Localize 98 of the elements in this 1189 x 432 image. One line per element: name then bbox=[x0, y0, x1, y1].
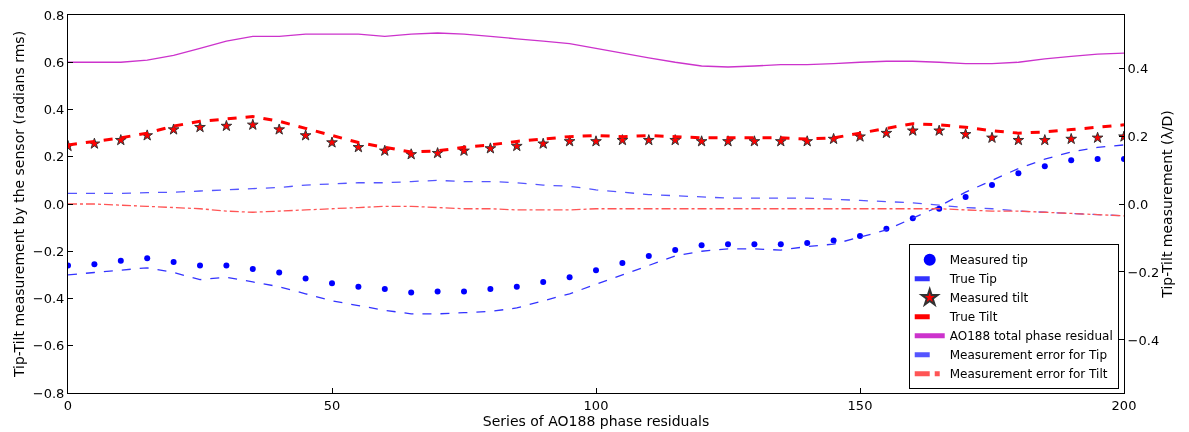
point bbox=[669, 134, 682, 146]
point bbox=[167, 123, 180, 135]
point bbox=[461, 288, 467, 295]
legend-label: True Tilt bbox=[948, 310, 998, 325]
point bbox=[959, 128, 972, 140]
y2-axis-title: Tip-Tilt measurement (λ/D) bbox=[1159, 110, 1176, 299]
point bbox=[91, 261, 98, 268]
y2-tick-label: 0.4 bbox=[1127, 60, 1149, 76]
y-tick-label: 0.6 bbox=[43, 54, 65, 70]
point bbox=[751, 241, 758, 248]
point bbox=[748, 135, 761, 147]
point bbox=[276, 269, 283, 276]
y-tick-label: 0.2 bbox=[43, 149, 65, 165]
point bbox=[537, 137, 550, 149]
point bbox=[220, 119, 233, 132]
y-tick-label: 0.0 bbox=[43, 196, 65, 212]
point bbox=[1094, 156, 1101, 163]
point bbox=[880, 127, 893, 139]
x-tick-label: 50 bbox=[323, 397, 341, 413]
point bbox=[249, 265, 256, 272]
point bbox=[431, 147, 444, 159]
point bbox=[326, 136, 338, 148]
point bbox=[593, 267, 599, 274]
y2-tick-label: −0.4 bbox=[1127, 332, 1160, 348]
y-tick-label: −0.2 bbox=[32, 243, 65, 259]
point bbox=[590, 135, 602, 147]
y-tick-label: −0.6 bbox=[32, 338, 65, 354]
point bbox=[933, 124, 946, 136]
y2-tick-label: 0.2 bbox=[1127, 128, 1149, 144]
point bbox=[408, 289, 415, 296]
x-tick-label: 0 bbox=[63, 397, 73, 413]
point bbox=[487, 286, 494, 293]
point bbox=[1041, 163, 1048, 170]
point bbox=[989, 182, 995, 189]
point bbox=[645, 252, 652, 259]
point bbox=[1065, 132, 1078, 145]
y-axis-title: Tip-Tilt measurement by the sensor (radians rms) bbox=[11, 30, 28, 379]
point bbox=[378, 144, 391, 156]
y2-tick-label: 0.0 bbox=[1127, 196, 1149, 212]
point bbox=[355, 283, 362, 290]
point bbox=[513, 283, 520, 290]
point bbox=[246, 118, 259, 130]
point bbox=[1015, 170, 1022, 177]
point bbox=[725, 241, 731, 248]
legend-label: AO188 total phase residual bbox=[949, 329, 1113, 344]
point bbox=[197, 262, 203, 269]
point bbox=[381, 286, 388, 293]
legend-label: Measured tilt bbox=[949, 291, 1029, 306]
point bbox=[484, 142, 497, 154]
point bbox=[273, 123, 286, 135]
point bbox=[540, 278, 547, 285]
point bbox=[777, 241, 784, 248]
point bbox=[695, 135, 708, 147]
y-tick-label: −0.4 bbox=[32, 291, 65, 307]
point bbox=[352, 141, 365, 153]
legend-label: Measurement error for Tilt bbox=[949, 367, 1108, 382]
y2-tick-label: −0.2 bbox=[1127, 264, 1160, 280]
x-tick-label: 150 bbox=[847, 397, 873, 413]
point bbox=[804, 239, 811, 246]
x-tick-label: 200 bbox=[1111, 397, 1137, 413]
point bbox=[619, 260, 626, 267]
point bbox=[194, 121, 206, 133]
point bbox=[566, 274, 573, 281]
point bbox=[698, 242, 705, 249]
point bbox=[722, 135, 734, 147]
point bbox=[857, 232, 863, 239]
point bbox=[906, 124, 919, 136]
point bbox=[329, 280, 335, 287]
point bbox=[458, 144, 470, 156]
point bbox=[672, 247, 679, 254]
y-tick-label: 0.4 bbox=[43, 102, 65, 118]
x-axis-title: Series of AO188 phase residuals bbox=[482, 412, 710, 429]
point bbox=[1068, 157, 1075, 164]
y-tick-label: 0.8 bbox=[43, 7, 65, 23]
point bbox=[1038, 134, 1051, 146]
point bbox=[117, 257, 124, 264]
point bbox=[986, 131, 998, 143]
point bbox=[962, 193, 969, 200]
point bbox=[563, 135, 576, 147]
point bbox=[302, 275, 309, 282]
legend-label: Measurement error for Tip bbox=[949, 348, 1108, 363]
y-tick-label: −0.8 bbox=[32, 385, 65, 401]
point bbox=[642, 134, 655, 146]
point bbox=[144, 255, 151, 262]
point bbox=[1091, 131, 1104, 143]
point bbox=[801, 135, 814, 147]
point bbox=[170, 258, 177, 265]
point bbox=[830, 237, 837, 244]
legend-label: Measured tip bbox=[949, 253, 1028, 268]
point bbox=[299, 129, 312, 141]
point bbox=[774, 135, 787, 147]
point bbox=[616, 134, 629, 146]
point bbox=[114, 134, 127, 146]
legend-label: True Tip bbox=[948, 272, 997, 287]
x-tick-label: 100 bbox=[583, 397, 609, 413]
point bbox=[223, 262, 230, 269]
point bbox=[434, 288, 441, 295]
point bbox=[1012, 134, 1025, 146]
